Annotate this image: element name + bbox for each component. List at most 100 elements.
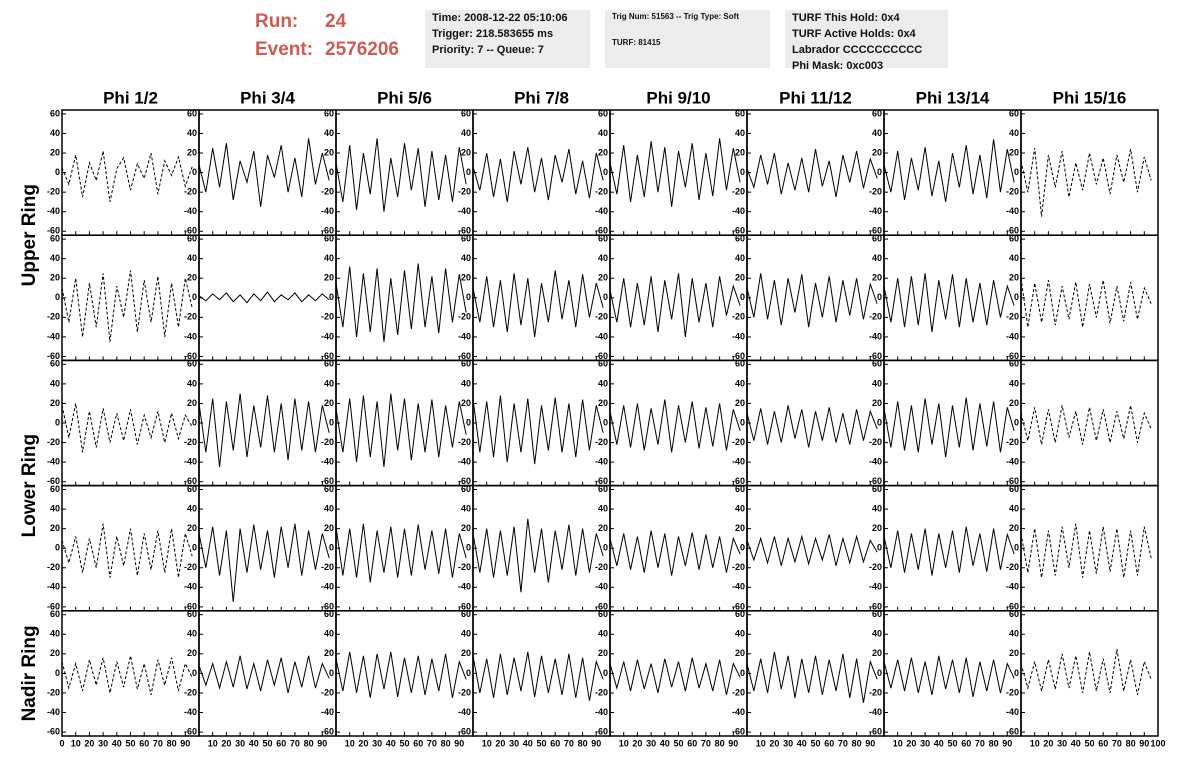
info-box xyxy=(605,10,770,68)
info-box xyxy=(425,10,590,68)
x-tick-label: 30 xyxy=(646,738,656,748)
y-tick-label: 0 xyxy=(1014,668,1019,678)
x-tick-label: 40 xyxy=(1071,738,1081,748)
y-tick-label: 60 xyxy=(598,359,608,369)
y-tick-label: -20 xyxy=(321,562,334,572)
y-tick-label: 40 xyxy=(1009,629,1019,639)
y-tick-label: 20 xyxy=(598,523,608,533)
y-tick-label: 40 xyxy=(50,378,60,388)
y-tick-label: -40 xyxy=(321,457,334,467)
y-tick-label: 20 xyxy=(324,147,334,157)
panel-frame xyxy=(746,484,885,612)
y-tick-label: -60 xyxy=(1006,601,1019,611)
y-tick-label: -60 xyxy=(1006,726,1019,736)
waveform xyxy=(472,395,604,465)
y-tick-label: 40 xyxy=(872,503,882,513)
y-tick-label: -20 xyxy=(184,437,197,447)
waveform xyxy=(746,273,878,328)
y-tick-label: 20 xyxy=(872,147,882,157)
y-tick-label: -20 xyxy=(47,437,60,447)
y-tick-label: 0 xyxy=(55,292,60,302)
waveform xyxy=(472,270,604,337)
x-tick-label: 10 xyxy=(482,738,492,748)
y-tick-label: -40 xyxy=(595,582,608,592)
y-tick-label: 0 xyxy=(192,292,197,302)
y-tick-label: -40 xyxy=(47,457,60,467)
y-tick-label: 60 xyxy=(324,108,334,118)
y-tick-label: 20 xyxy=(461,147,471,157)
column-title: Phi 1/2 xyxy=(103,88,158,107)
y-tick-label: 60 xyxy=(187,609,197,619)
y-tick-label: 0 xyxy=(877,543,882,553)
y-tick-label: -40 xyxy=(321,707,334,717)
x-tick-label: 70 xyxy=(975,738,985,748)
x-tick-label: 20 xyxy=(495,738,505,748)
y-tick-label: -20 xyxy=(869,187,882,197)
y-tick-label: -60 xyxy=(732,226,745,236)
y-tick-label: 0 xyxy=(877,167,882,177)
y-tick-label: 40 xyxy=(461,378,471,388)
panel-frame xyxy=(746,610,885,737)
y-tick-label: 20 xyxy=(1009,273,1019,283)
y-tick-label: 40 xyxy=(187,629,197,639)
y-tick-label: -60 xyxy=(47,726,60,736)
y-tick-label: 20 xyxy=(1009,523,1019,533)
x-tick-label: 50 xyxy=(673,738,683,748)
y-tick-label: 0 xyxy=(740,167,745,177)
panel-frame xyxy=(61,484,200,612)
y-tick-label: -20 xyxy=(595,312,608,322)
y-tick-label: 40 xyxy=(461,503,471,513)
y-tick-label: -40 xyxy=(732,457,745,467)
y-tick-label: -40 xyxy=(47,331,60,341)
x-tick-label: 30 xyxy=(920,738,930,748)
panel-frame xyxy=(335,109,474,236)
y-tick-label: 60 xyxy=(872,359,882,369)
waveform xyxy=(335,651,467,698)
y-tick-label: 40 xyxy=(872,629,882,639)
y-tick-label: 0 xyxy=(466,292,471,302)
y-tick-label: 20 xyxy=(187,273,197,283)
y-tick-label: 0 xyxy=(740,417,745,427)
y-tick-label: -60 xyxy=(47,226,60,236)
y-tick-label: 0 xyxy=(192,543,197,553)
y-tick-label: 0 xyxy=(1014,543,1019,553)
y-tick-label: 60 xyxy=(461,359,471,369)
y-tick-label: 20 xyxy=(872,648,882,658)
info-line: TURF: 81415 xyxy=(612,38,661,47)
column-title: Phi 9/10 xyxy=(646,88,710,107)
x-tick-label: 90 xyxy=(591,738,601,748)
waveform xyxy=(1020,648,1152,696)
x-tick-label: 40 xyxy=(112,738,122,748)
panel-frame xyxy=(1020,234,1159,362)
x-tick-label: 50 xyxy=(810,738,820,748)
y-tick-label: 60 xyxy=(598,108,608,118)
info-line: Trig Num: 51563 -- Trig Type: Soft xyxy=(612,12,739,21)
y-tick-label: -20 xyxy=(732,187,745,197)
x-tick-label: 80 xyxy=(715,738,725,748)
panel-frame xyxy=(61,359,200,487)
y-tick-label: -20 xyxy=(321,437,334,447)
panel-frame xyxy=(472,234,611,362)
y-tick-label: 0 xyxy=(603,292,608,302)
y-tick-label: 20 xyxy=(598,147,608,157)
panel-frame xyxy=(1020,359,1159,487)
y-tick-label: -60 xyxy=(184,601,197,611)
y-tick-label: 20 xyxy=(1009,648,1019,658)
x-tick-label: 50 xyxy=(1084,738,1094,748)
panel-frame xyxy=(746,234,885,362)
waveform xyxy=(472,518,604,593)
ring-label: Upper Ring xyxy=(19,184,40,286)
y-tick-label: 40 xyxy=(187,503,197,513)
y-tick-label: -20 xyxy=(321,687,334,697)
panel-frame xyxy=(883,359,1022,487)
waveform xyxy=(746,149,878,198)
waveform xyxy=(883,397,1015,458)
y-tick-label: -40 xyxy=(1006,457,1019,467)
y-tick-label: -40 xyxy=(1006,582,1019,592)
x-tick-label: 90 xyxy=(317,738,327,748)
y-tick-label: 60 xyxy=(324,359,334,369)
y-tick-label: 40 xyxy=(461,253,471,263)
y-tick-label: -20 xyxy=(595,562,608,572)
y-tick-label: -40 xyxy=(321,206,334,216)
x-tick-label: 80 xyxy=(989,738,999,748)
